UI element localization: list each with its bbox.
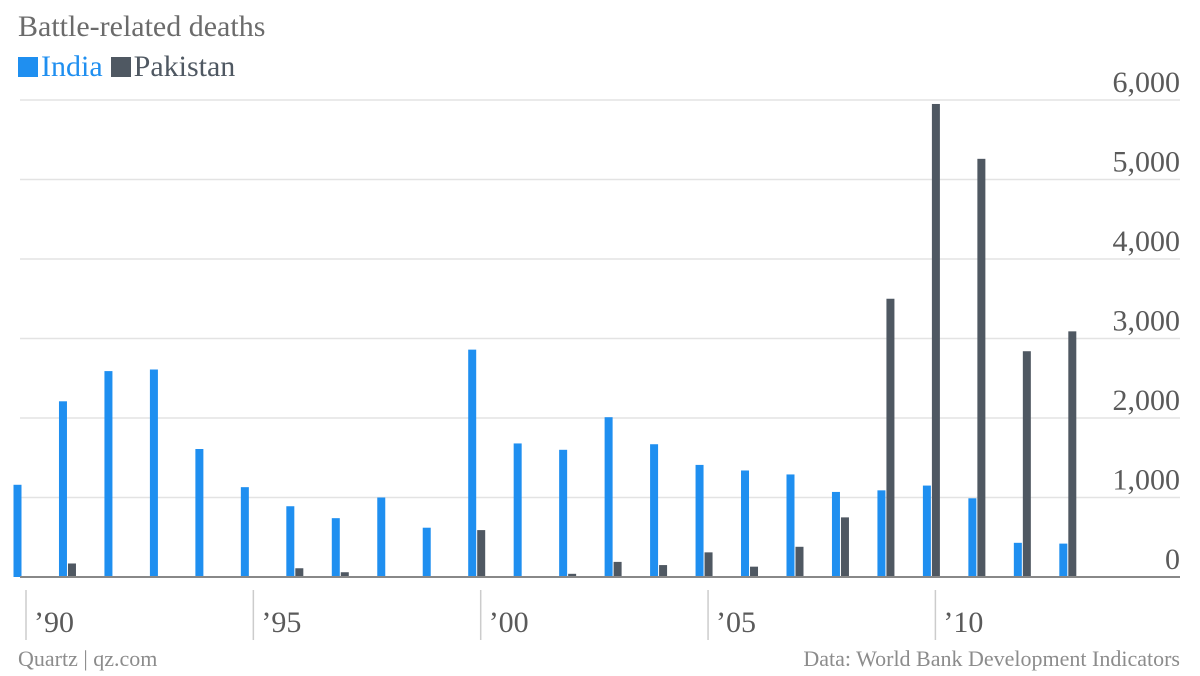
bar-pakistan-2003: [613, 561, 622, 577]
bar-india-2009: [877, 490, 886, 577]
legend-label-pakistan: Pakistan: [133, 50, 236, 83]
bar-pakistan-2002: [568, 573, 577, 577]
legend-item-pakistan: Pakistan: [110, 50, 236, 84]
bar-pakistan-2010: [931, 103, 940, 577]
bar-pakistan-1996: [295, 568, 304, 577]
y-tick-label: 4,000: [1113, 225, 1181, 258]
bar-india-2003: [604, 417, 613, 577]
x-tick-label: ’90: [34, 606, 74, 639]
legend-label-india: India: [41, 50, 103, 83]
bar-pakistan-2006: [750, 566, 759, 577]
x-tick-label: ’05: [716, 606, 756, 639]
y-tick-label: 5,000: [1113, 146, 1181, 179]
bar-pakistan-2000: [477, 530, 486, 577]
bar-india-1999: [422, 527, 431, 577]
bar-india-1992: [104, 371, 113, 577]
bar-india-1997: [331, 518, 340, 577]
bar-india-2005: [695, 464, 704, 577]
bar-india-2001: [513, 443, 522, 577]
bar-india-2008: [831, 491, 840, 577]
bar-india-2002: [559, 449, 568, 577]
bar-pakistan-2007: [795, 546, 804, 577]
x-tick-label: ’00: [489, 606, 529, 639]
bar-india-2007: [786, 474, 795, 577]
bar-india-2004: [650, 444, 659, 577]
legend-swatch-pakistan: [110, 57, 131, 77]
y-tick-label: 2,000: [1113, 384, 1181, 417]
bar-india-2010: [922, 485, 931, 577]
bar-pakistan-2013: [1068, 331, 1077, 577]
bar-pakistan-1991: [67, 563, 76, 577]
x-tick-label: ’10: [943, 606, 983, 639]
chart-title: Battle-related deaths: [18, 10, 266, 43]
x-tick-label: ’95: [261, 606, 301, 639]
bar-pakistan-2005: [704, 552, 713, 577]
data-source: Data: World Bank Development Indicators: [803, 646, 1180, 671]
bar-india-1995: [240, 487, 249, 577]
bar-pakistan-2012: [1022, 351, 1031, 577]
bar-india-2011: [968, 498, 977, 577]
y-tick-label: 3,000: [1113, 305, 1181, 338]
y-tick-label: 1,000: [1113, 464, 1181, 497]
source-credit: Quartz | qz.com: [18, 646, 158, 671]
legend: India Pakistan: [18, 50, 243, 84]
bar-india-1990: [13, 484, 22, 577]
bar-india-1994: [195, 449, 204, 577]
bar-india-2013: [1059, 543, 1068, 577]
bar-india-2012: [1013, 542, 1022, 577]
y-tick-label: 0: [1165, 543, 1180, 576]
bar-pakistan-2011: [977, 158, 986, 577]
y-tick-label: 6,000: [1113, 66, 1181, 99]
bar-pakistan-1997: [340, 572, 349, 577]
bar-pakistan-2008: [840, 517, 849, 577]
bar-india-1991: [58, 401, 67, 577]
legend-swatch-india: [18, 57, 38, 77]
bar-india-1996: [286, 506, 295, 577]
bar-india-1993: [149, 369, 158, 577]
bar-pakistan-2004: [659, 565, 668, 577]
bar-india-1998: [377, 497, 386, 577]
bar-pakistan-2009: [886, 298, 895, 577]
bar-india-2000: [468, 349, 477, 577]
bar-india-2006: [741, 470, 750, 577]
legend-item-india: India: [18, 50, 103, 84]
